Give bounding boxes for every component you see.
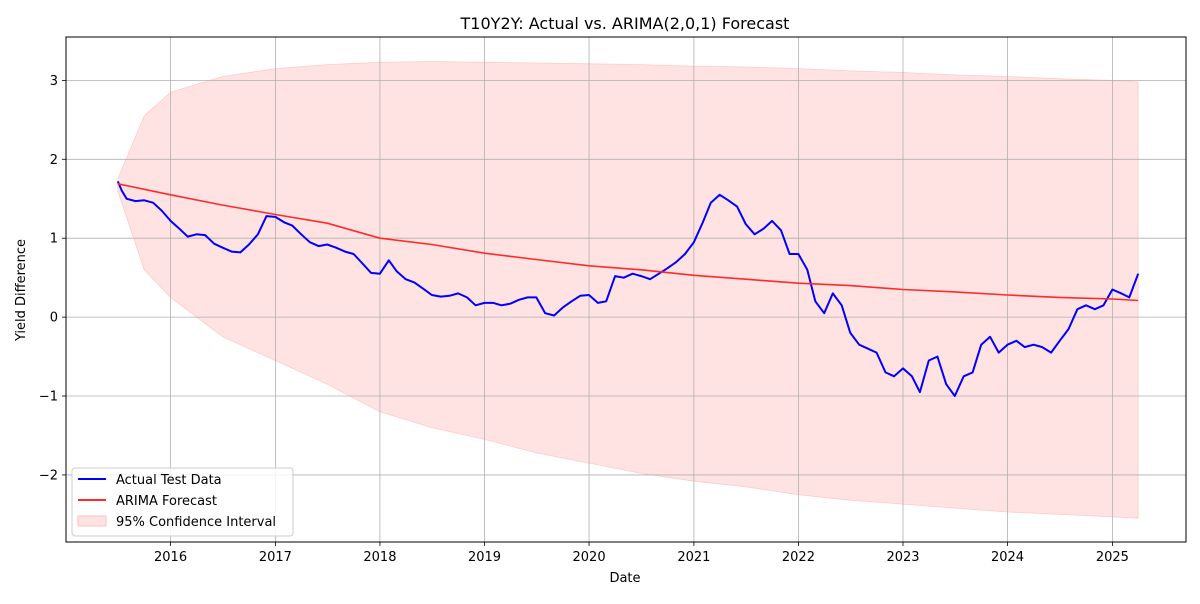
y-axis-label: Yield Difference [14, 239, 29, 342]
series-layer [116, 181, 1140, 397]
y-tick-label: 2 [50, 153, 58, 168]
legend-label-forecast: ARIMA Forecast [116, 494, 217, 509]
confidence-band [117, 61, 1139, 519]
arima-forecast-line [117, 183, 1139, 302]
y-tick-label: −1 [39, 390, 58, 405]
x-tick-label: 2020 [573, 550, 606, 565]
x-tick-label: 2017 [259, 550, 292, 565]
x-tick-label: 2025 [1096, 550, 1129, 565]
confidence-band-layer [117, 61, 1139, 519]
x-tick-label: 2023 [886, 550, 919, 565]
grid-layer [66, 37, 1186, 542]
actual-test-data-line [116, 181, 1140, 397]
legend-label-confidence: 95% Confidence Interval [116, 515, 276, 530]
tick-layer: 2016 2017 2018 2019 2020 2021 2022 2023 2024 2025… [39, 74, 1129, 565]
y-tick-label: −2 [39, 468, 58, 483]
chart-title: T10Y2Y: Actual vs. ARIMA(2,0,1) Forecast [460, 14, 790, 33]
legend-swatch-confidence [77, 515, 107, 527]
y-tick-label: 0 [50, 311, 58, 326]
x-axis-label: Date [609, 571, 640, 586]
legend: Actual Test Data ARIMA Forecast 95% Conf… [71, 467, 294, 537]
x-tick-label: 2022 [782, 550, 815, 565]
x-tick-label: 2018 [363, 550, 396, 565]
legend-label-actual: Actual Test Data [116, 473, 222, 488]
x-tick-label: 2021 [677, 550, 710, 565]
x-tick-label: 2019 [468, 550, 501, 565]
x-tick-label: 2024 [991, 550, 1024, 565]
x-tick-label: 2016 [154, 550, 187, 565]
y-tick-label: 1 [50, 232, 58, 247]
plot-frame [65, 36, 1187, 543]
y-tick-label: 3 [50, 74, 58, 89]
legend-box [71, 467, 294, 537]
